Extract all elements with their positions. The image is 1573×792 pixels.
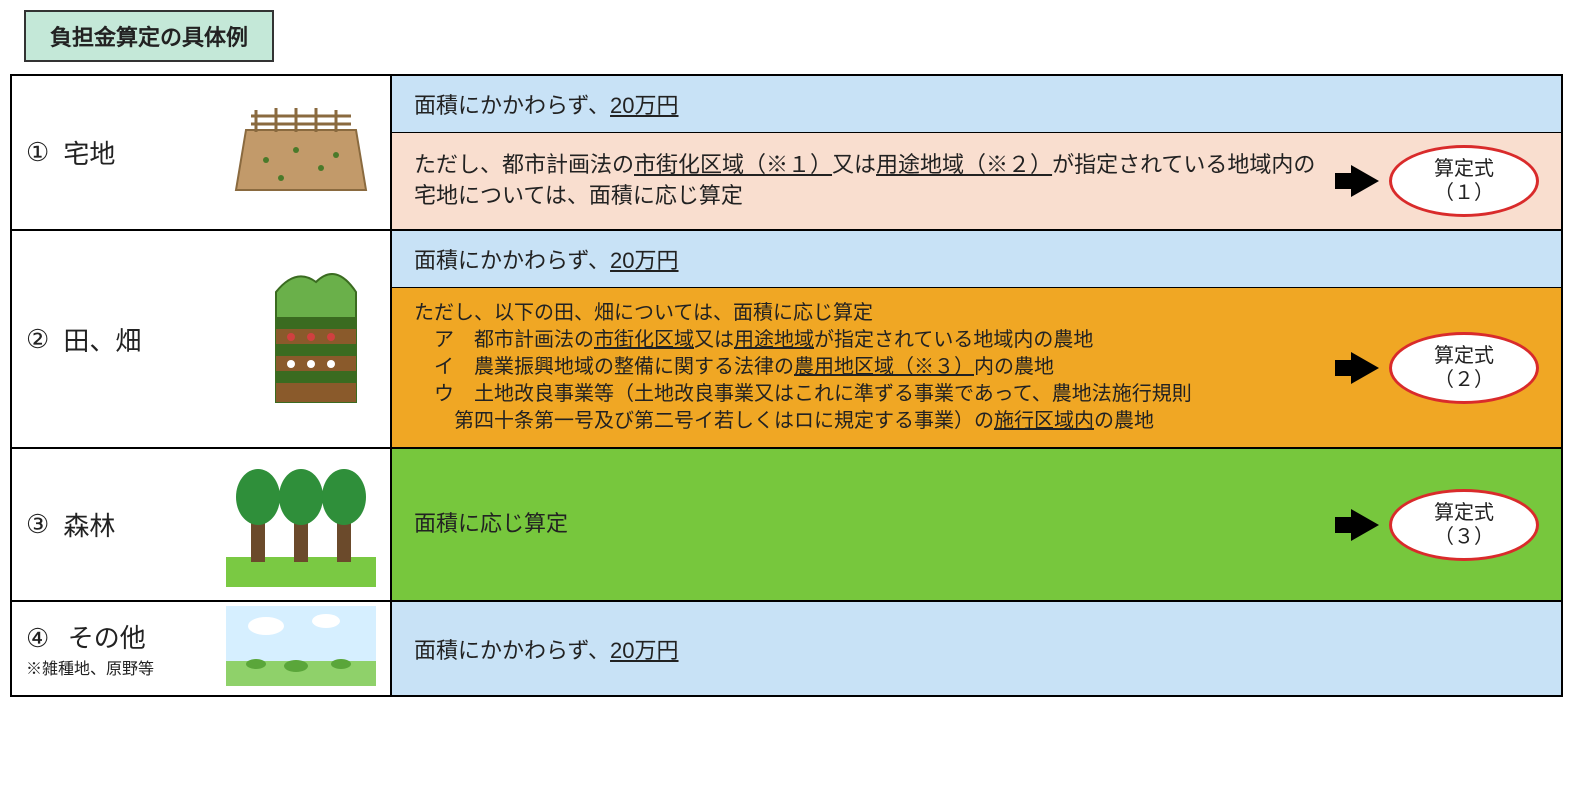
left-cell: ① 宅地 xyxy=(12,76,392,229)
residential-land-icon xyxy=(226,90,376,215)
row-label: 森林 xyxy=(63,506,115,543)
blue-note: 面積にかかわらず、 20万円 xyxy=(392,231,1561,288)
calculation-table: ① 宅地 面積にかかわらず、 20万円 xyxy=(10,74,1563,697)
arrow-icon xyxy=(1351,352,1379,384)
blue-note: 面積にかかわらず、 20万円 xyxy=(392,602,1561,695)
row-sublabel: ※雑種地、原野等 xyxy=(26,655,160,679)
left-cell: ④ その他 ※雑種地、原野等 xyxy=(12,602,392,695)
text: 面積にかかわらず、 xyxy=(414,633,610,665)
row-num: ② xyxy=(26,324,49,355)
amount: 20万円 xyxy=(610,88,678,120)
text: 面積に応じ算定 xyxy=(414,509,1337,540)
farmland-icon xyxy=(256,262,376,417)
row-label: その他 xyxy=(68,623,146,653)
green-note: 面積に応じ算定 算定式 （３） xyxy=(392,449,1561,600)
text: 面積にかかわらず、 xyxy=(414,243,610,275)
row-num: ③ xyxy=(26,509,49,540)
row-residential: ① 宅地 面積にかかわらず、 20万円 xyxy=(12,76,1561,231)
detail-text: ただし、以下の田、畑については、面積に応じ算定 ア 都市計画法の市街化区域又は用… xyxy=(414,300,1337,435)
row-other: ④ その他 ※雑種地、原野等 面積にかかわらず、 20万円 xyxy=(12,602,1561,697)
arrow-icon xyxy=(1351,509,1379,541)
row-forest: ③ 森林 面積に応じ算定 算定式 （３） xyxy=(12,449,1561,602)
amount: 20万円 xyxy=(610,243,678,275)
forest-icon xyxy=(226,457,376,592)
blue-note: 面積にかかわらず、 20万円 xyxy=(392,76,1561,133)
row-num: ④ xyxy=(26,623,49,653)
formula-badge: 算定式 （１） xyxy=(1389,145,1539,217)
row-num: ① xyxy=(26,137,49,168)
formula-badge: 算定式 （２） xyxy=(1389,332,1539,404)
detail-text: ただし、都市計画法の市街化区域（※１）又は用途地域（※２）が指定されている地域内… xyxy=(414,150,1337,212)
field-sky-icon xyxy=(226,606,376,691)
formula-badge: 算定式 （３） xyxy=(1389,489,1539,561)
text: 面積にかかわらず、 xyxy=(414,88,610,120)
pink-detail: ただし、都市計画法の市街化区域（※１）又は用途地域（※２）が指定されている地域内… xyxy=(392,133,1561,229)
left-cell: ② 田、畑 xyxy=(12,231,392,447)
row-label: 宅地 xyxy=(63,134,115,171)
amount: 20万円 xyxy=(610,633,678,665)
left-cell: ③ 森林 xyxy=(12,449,392,600)
row-farmland: ② 田、畑 面積にかかわらず、 20万円 ただし、以下の田、畑については、面積に… xyxy=(12,231,1561,449)
title-badge: 負担金算定の具体例 xyxy=(24,10,274,62)
arrow-icon xyxy=(1351,165,1379,197)
orange-detail: ただし、以下の田、畑については、面積に応じ算定 ア 都市計画法の市街化区域又は用… xyxy=(392,288,1561,447)
row-label: 田、畑 xyxy=(63,321,141,358)
